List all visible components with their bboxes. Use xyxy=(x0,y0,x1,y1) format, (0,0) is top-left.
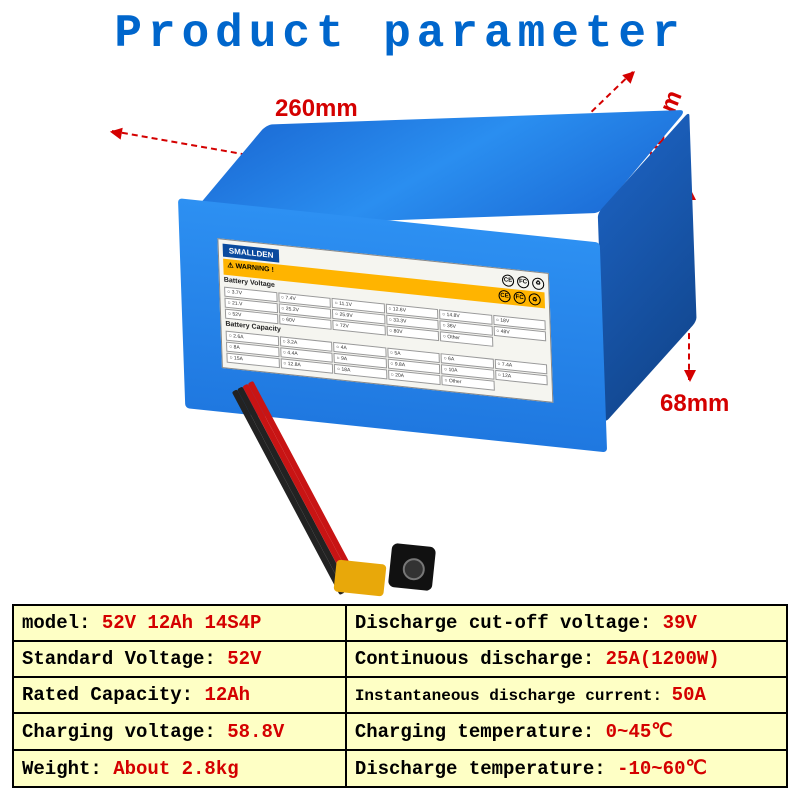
spec-row: Standard Voltage: 52VContinuous discharg… xyxy=(13,641,787,677)
recycle-icon: ♻ xyxy=(528,293,540,306)
recycle-icon: ♻ xyxy=(532,277,544,290)
ce-icon: CE xyxy=(498,290,510,303)
battery-pack: SMALLDEN CE FC ♻ ⚠ WARNING ! CE FC ♻ Bat… xyxy=(114,110,687,509)
dim-length-label: 260mm xyxy=(275,95,358,123)
spec-cell-left: Standard Voltage: 52V xyxy=(13,641,346,677)
fc-icon: FC xyxy=(517,275,529,288)
spec-cell-right: Continuous discharge: 25A(1200W) xyxy=(346,641,787,677)
page-title: Product parameter xyxy=(0,0,800,60)
xt60-connector xyxy=(333,559,386,596)
spec-row: model: 52V 12Ah 14S4PDischarge cut-off v… xyxy=(13,605,787,641)
spec-row: Charging voltage: 58.8VCharging temperat… xyxy=(13,713,787,750)
spec-cell-right: Discharge temperature: -10~60℃ xyxy=(346,750,787,787)
spec-cell-right: Discharge cut-off voltage: 39V xyxy=(346,605,787,641)
dc-connector xyxy=(388,543,436,591)
spec-cell-left: Rated Capacity: 12Ah xyxy=(13,677,346,713)
spec-row: Weight: About 2.8kgDischarge temperature… xyxy=(13,750,787,787)
spec-cell-right: Charging temperature: 0~45℃ xyxy=(346,713,787,750)
spec-table: model: 52V 12Ah 14S4PDischarge cut-off v… xyxy=(12,604,788,788)
certification-icons: CE FC ♻ xyxy=(502,274,545,290)
ce-icon: CE xyxy=(502,274,514,287)
spec-cell-left: Weight: About 2.8kg xyxy=(13,750,346,787)
spec-cell-left: Charging voltage: 58.8V xyxy=(13,713,346,750)
spec-cell-right: Instantaneous discharge current: 50A xyxy=(346,677,787,713)
fc-icon: FC xyxy=(513,291,525,304)
spec-cell-left: model: 52V 12Ah 14S4P xyxy=(13,605,346,641)
spec-row: Rated Capacity: 12AhInstantaneous discha… xyxy=(13,677,787,713)
product-diagram: 260mm 85mm 68mm SMALLDEN CE FC ♻ ⚠ WARNI… xyxy=(0,60,800,580)
